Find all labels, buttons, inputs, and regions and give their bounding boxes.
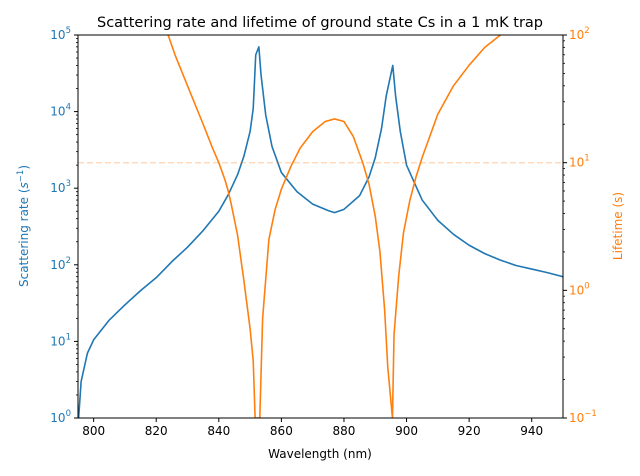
left-axis-label-unit: s xyxy=(17,182,31,188)
series-line-lifetime xyxy=(167,35,501,418)
left-axis-label-close: ) xyxy=(17,165,31,170)
right-axis-label: Lifetime (s) xyxy=(611,192,625,260)
left-tick-label: 104 xyxy=(50,103,71,119)
left-y-axis: 100 101 102 103 104 105 xyxy=(50,26,78,425)
right-tick-label: 10−1 xyxy=(569,409,597,425)
left-tick-label: 103 xyxy=(50,179,71,195)
x-axis: 800 820 840 860 880 900 920 940 xyxy=(82,418,543,438)
right-y-axis: 10−1 100 101 102 xyxy=(563,26,597,425)
left-axis-label: Scattering rate (s−1) xyxy=(16,165,31,287)
x-tick-label: 820 xyxy=(145,424,168,438)
x-tick-label: 880 xyxy=(333,424,356,438)
plot-frame xyxy=(77,34,564,419)
x-axis-label: Wavelength (nm) xyxy=(268,447,372,461)
right-tick-label: 102 xyxy=(569,26,590,42)
x-tick-label: 860 xyxy=(270,424,293,438)
x-tick-label: 940 xyxy=(520,424,543,438)
left-tick-label: 101 xyxy=(50,332,71,348)
chart-title: Scattering rate and lifetime of ground s… xyxy=(97,15,543,31)
left-tick-label: 105 xyxy=(50,26,71,42)
left-axis-label-text: Scattering rate ( xyxy=(17,188,31,287)
x-tick-label: 800 xyxy=(82,424,105,438)
x-tick-label: 840 xyxy=(207,424,230,438)
series-layer xyxy=(78,35,563,418)
right-tick-label: 101 xyxy=(569,154,590,170)
left-tick-label: 102 xyxy=(50,256,71,272)
left-tick-label: 100 xyxy=(50,409,71,425)
x-tick-label: 920 xyxy=(458,424,481,438)
left-axis-label-exponent: −1 xyxy=(16,170,26,183)
x-tick-label: 900 xyxy=(395,424,418,438)
series-line-scattering xyxy=(78,46,563,418)
right-tick-label: 100 xyxy=(569,281,590,297)
